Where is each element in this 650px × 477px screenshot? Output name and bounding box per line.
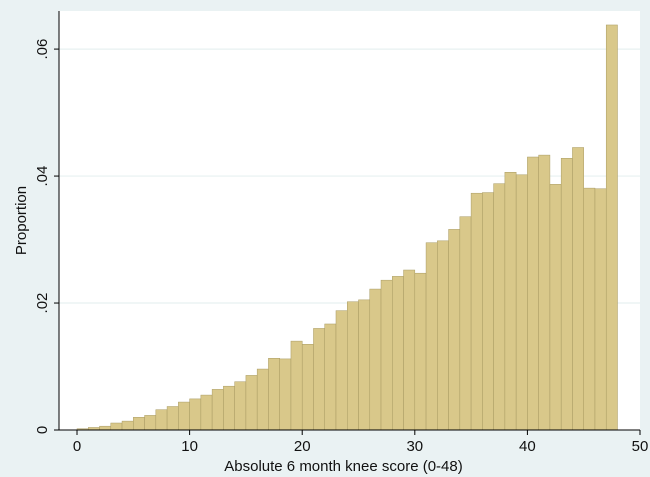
histogram-bar <box>166 406 179 431</box>
histogram-bar <box>256 368 269 431</box>
histogram-bar <box>245 375 258 431</box>
histogram-bar <box>448 229 461 431</box>
histogram-bar <box>504 172 517 431</box>
histogram-bar <box>392 276 404 431</box>
histogram-bar <box>121 420 134 431</box>
histogram-bar <box>515 174 528 431</box>
x-tick-label: 10 <box>181 438 198 455</box>
histogram-bar <box>133 417 145 431</box>
histogram-bar <box>178 401 190 431</box>
histogram-bar <box>110 422 123 431</box>
histogram-bar <box>155 409 168 431</box>
histogram-bar <box>425 242 438 431</box>
histogram-bar <box>538 154 551 431</box>
y-tick-label: .02 <box>34 293 51 314</box>
y-axis-label: Proportion <box>13 186 30 255</box>
histogram-bar <box>527 156 539 431</box>
x-tick-label: 40 <box>519 438 536 455</box>
histogram-bar <box>560 158 573 431</box>
histogram-bar <box>223 385 235 431</box>
histogram-bar <box>403 269 416 431</box>
axes <box>58 11 640 431</box>
y-tick-label: .04 <box>34 166 51 187</box>
histogram-bars <box>76 24 618 431</box>
histogram-bar <box>211 389 224 431</box>
histogram-bar <box>144 415 157 431</box>
histogram-bar <box>437 240 449 431</box>
histogram-bar <box>414 272 427 431</box>
histogram-bar <box>605 24 618 431</box>
histogram-bar <box>301 344 314 431</box>
x-tick-label: 20 <box>294 438 311 455</box>
histogram-bar <box>549 184 562 431</box>
histogram-bar <box>369 288 382 431</box>
histogram-bar <box>358 299 371 431</box>
histogram-bar <box>290 340 303 431</box>
histogram-bar <box>493 183 506 431</box>
histogram-bar <box>99 425 112 431</box>
histogram-bar <box>482 192 494 431</box>
x-tick-label: 0 <box>73 438 81 455</box>
histogram-bar <box>380 279 393 431</box>
histogram-bar <box>189 398 202 431</box>
histogram-bar <box>572 147 584 431</box>
y-axis-ticks: 0 .02 .04 .06 <box>34 39 59 434</box>
histogram-bar <box>324 323 337 431</box>
histogram-bar <box>279 358 292 431</box>
histogram-bar <box>594 188 607 431</box>
histogram-bar <box>268 358 280 431</box>
x-axis-label: Absolute 6 month knee score (0-48) <box>224 458 462 475</box>
histogram-bar <box>583 187 596 431</box>
histogram-bar <box>459 216 472 431</box>
x-axis-ticks: 0 10 20 30 40 50 <box>73 430 649 455</box>
histogram-bar <box>335 310 348 431</box>
histogram-bar <box>234 381 247 431</box>
histogram-bar <box>200 394 213 431</box>
histogram-bar <box>313 328 325 431</box>
x-tick-label: 30 <box>406 438 423 455</box>
y-tick-label: .06 <box>34 39 51 60</box>
y-tick-label: 0 <box>34 426 51 434</box>
histogram-bar <box>470 192 483 431</box>
x-tick-label: 50 <box>632 438 649 455</box>
histogram-bar <box>346 301 359 431</box>
